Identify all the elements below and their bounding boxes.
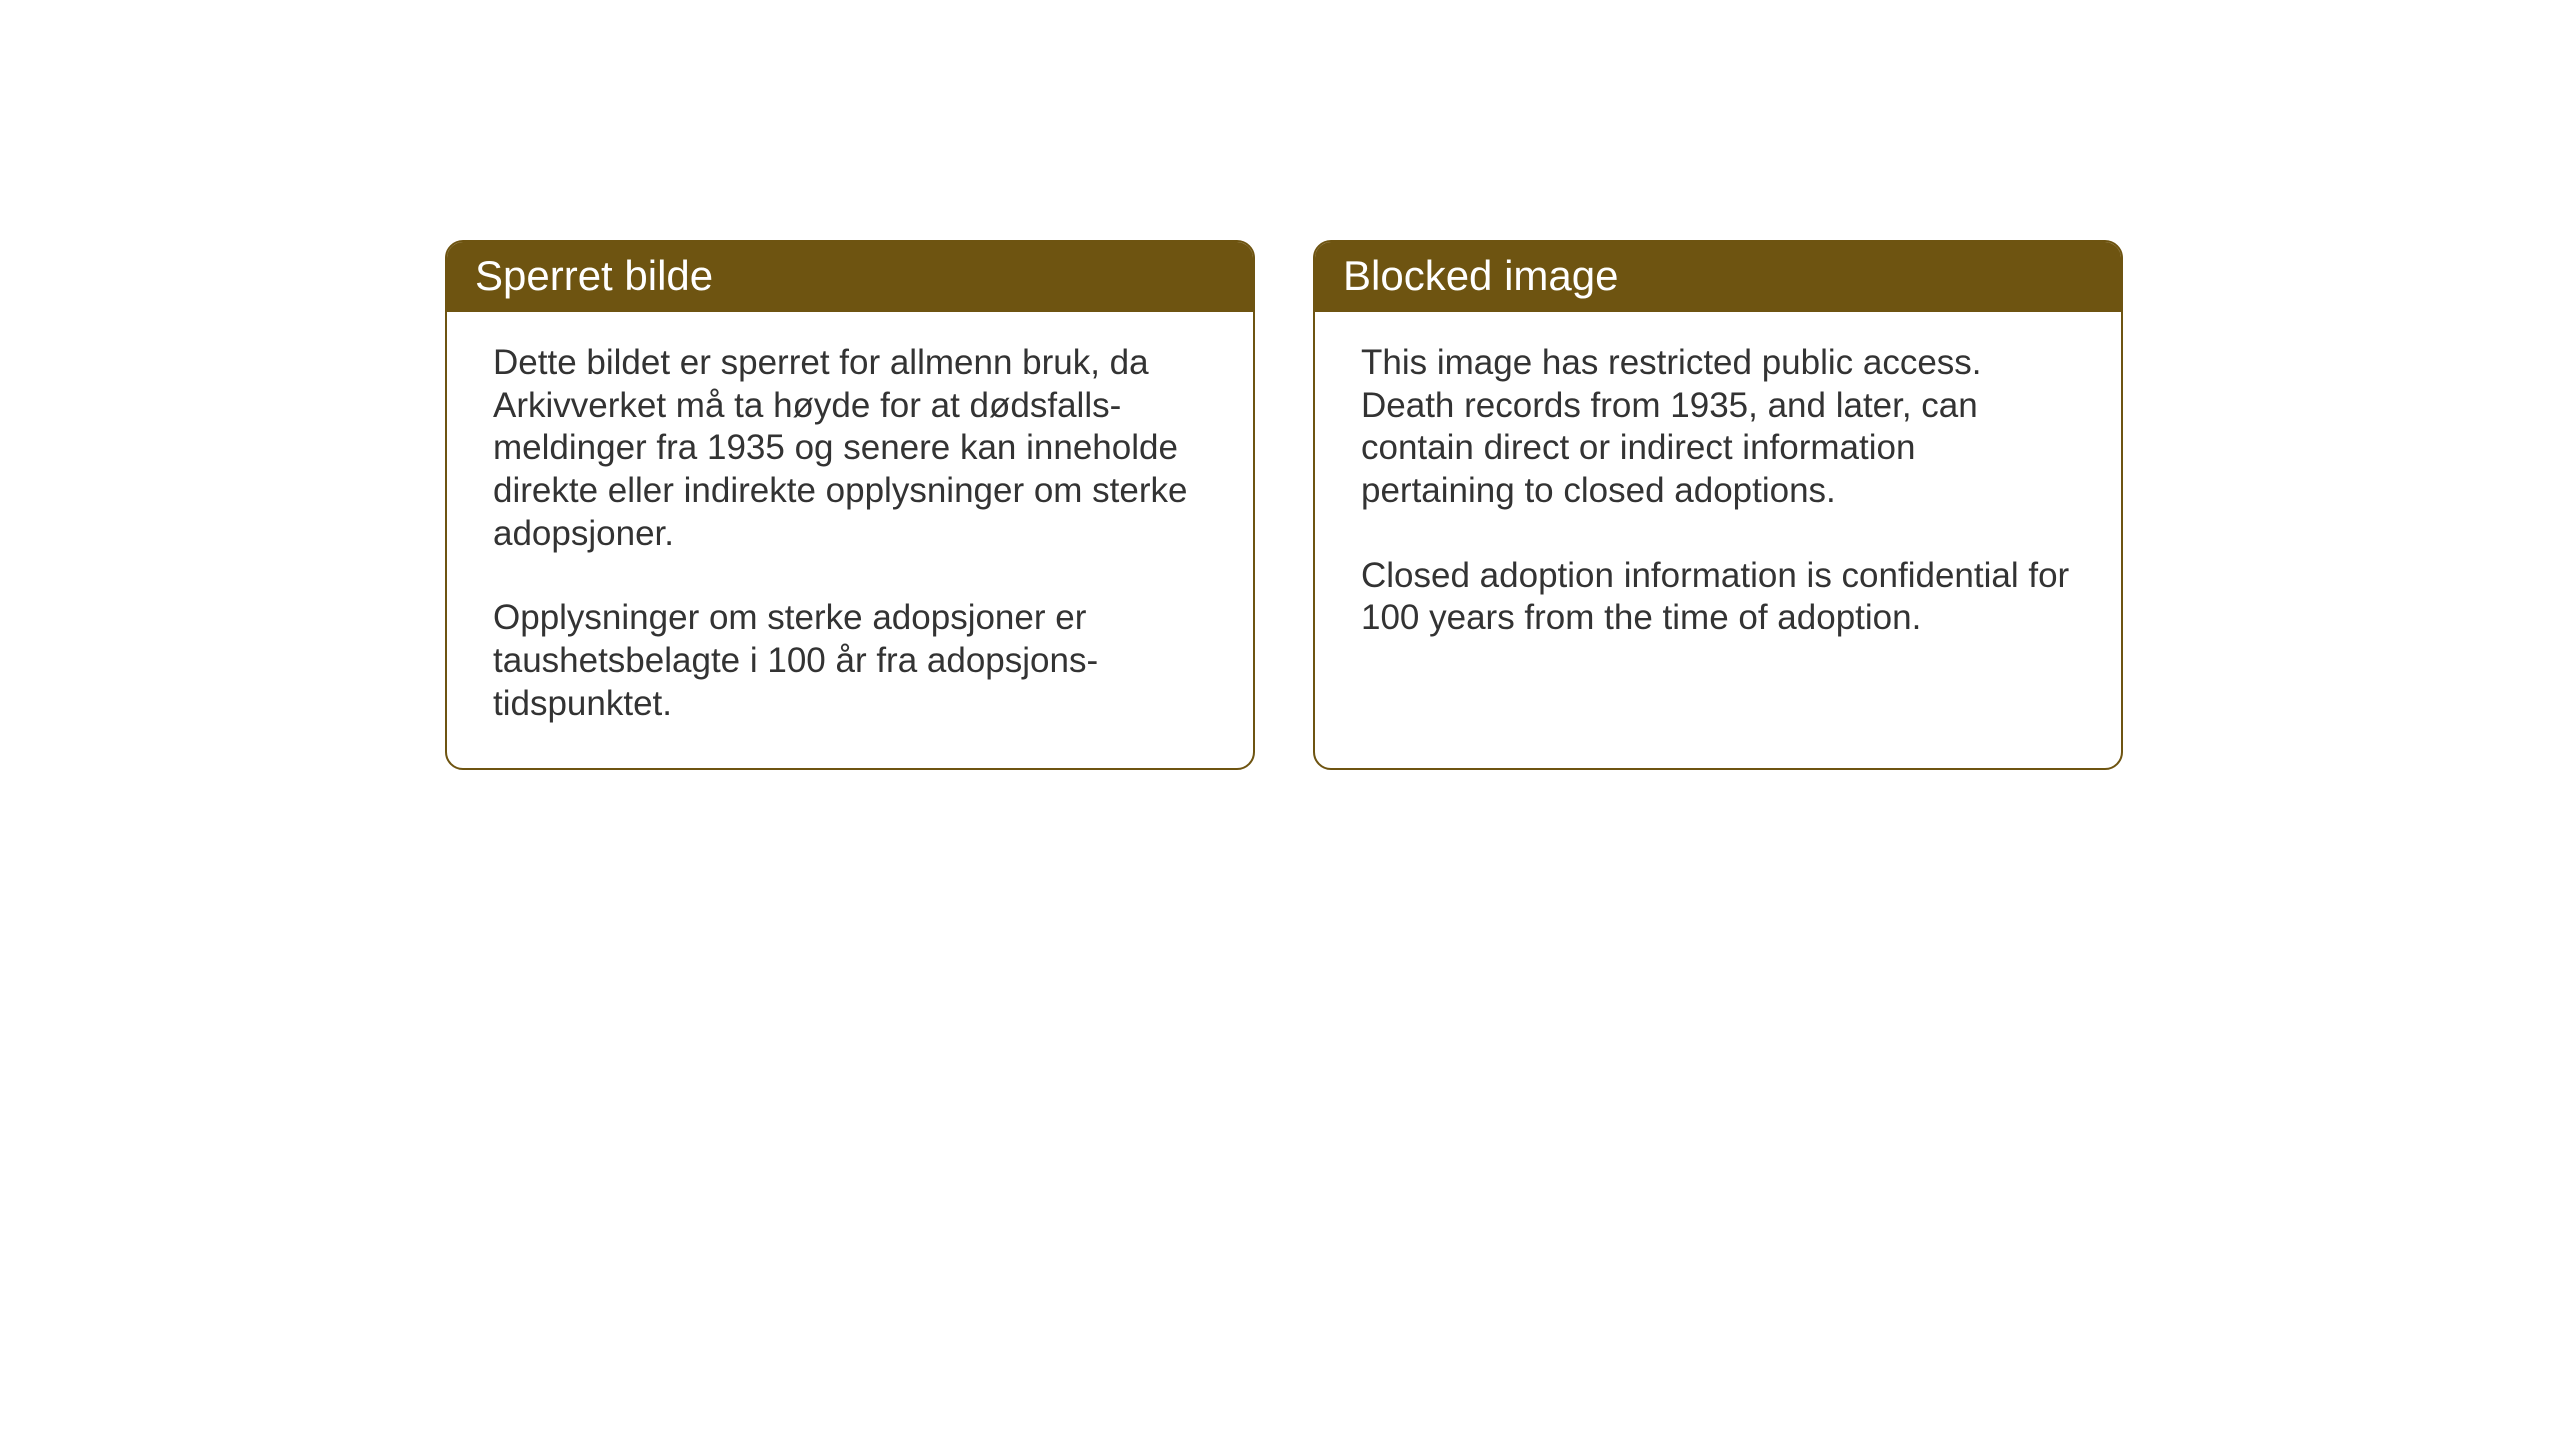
card-title-english: Blocked image — [1343, 252, 1618, 299]
card-paragraph-english-1: This image has restricted public access.… — [1361, 342, 2075, 513]
notice-card-norwegian: Sperret bilde Dette bildet er sperret fo… — [445, 240, 1255, 770]
card-header-norwegian: Sperret bilde — [447, 242, 1253, 312]
card-body-norwegian: Dette bildet er sperret for allmenn bruk… — [447, 312, 1253, 768]
notice-card-english: Blocked image This image has restricted … — [1313, 240, 2123, 770]
card-paragraph-english-2: Closed adoption information is confident… — [1361, 555, 2075, 640]
notice-container: Sperret bilde Dette bildet er sperret fo… — [445, 240, 2123, 770]
card-paragraph-norwegian-1: Dette bildet er sperret for allmenn bruk… — [493, 342, 1207, 555]
card-header-english: Blocked image — [1315, 242, 2121, 312]
card-body-english: This image has restricted public access.… — [1315, 312, 2121, 682]
card-paragraph-norwegian-2: Opplysninger om sterke adopsjoner er tau… — [493, 597, 1207, 725]
card-title-norwegian: Sperret bilde — [475, 252, 713, 299]
